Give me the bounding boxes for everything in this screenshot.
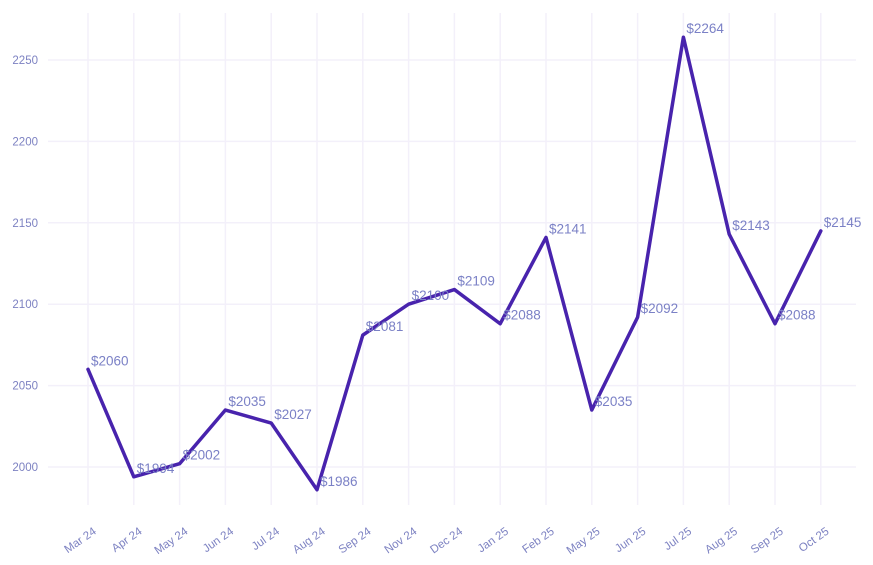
x-tick-label: Jul 24 (250, 525, 283, 553)
x-tick-label: Jun 25 (613, 526, 648, 556)
y-tick-label: 2100 (12, 299, 38, 311)
point-label: $2264 (686, 21, 724, 36)
point-label: $2100 (412, 288, 450, 303)
point-label: $2081 (366, 319, 404, 334)
point-label: $2143 (732, 218, 770, 233)
x-tick-label: Apr 24 (110, 525, 145, 555)
point-label: $2092 (641, 301, 679, 316)
gridlines (48, 13, 856, 505)
x-tick-label: Sep 24 (337, 525, 374, 556)
price-line (86, 35, 823, 492)
point-label: $2035 (228, 394, 266, 409)
point-label: $2088 (503, 308, 541, 323)
x-tick-label: Aug 25 (703, 526, 740, 557)
series-line (86, 35, 823, 492)
x-tick-label: Jun 24 (201, 525, 237, 555)
x-tick-label: Jan 25 (476, 526, 511, 556)
point-label: $1994 (137, 461, 175, 476)
x-tick-label: May 25 (565, 526, 603, 557)
y-tick-label: 2150 (12, 218, 38, 230)
point-label: $2145 (824, 215, 862, 230)
point-labels: $2060 $1994 $2002 $2035 $2027 $1986 $2081 $2100… (91, 21, 861, 489)
point-label: $2027 (274, 407, 312, 422)
y-tick-label: 2050 (12, 381, 38, 393)
point-label: $2002 (183, 448, 221, 463)
x-tick-label: Dec 24 (428, 525, 465, 556)
point-label: $2109 (457, 274, 495, 289)
x-tick-label: Mar 24 (63, 525, 100, 556)
x-tick-label: Oct 25 (797, 526, 832, 555)
x-tick-label: Feb 25 (521, 526, 557, 556)
x-axis-labels: Mar 24 Apr 24 May 24 Jun 24 Jul 24 Aug 24 Sep … (63, 525, 832, 557)
point-label: $2141 (549, 221, 587, 236)
x-tick-label: May 24 (153, 525, 191, 557)
y-tick-label: 2200 (12, 136, 38, 148)
x-tick-label: Aug 24 (291, 525, 328, 556)
point-label: $1986 (320, 474, 358, 489)
y-tick-label: 2000 (12, 462, 38, 474)
y-axis-labels: 2000 2050 2100 2150 2200 2250 (12, 55, 38, 474)
x-tick-label: Jul 25 (662, 526, 694, 553)
y-tick-label: 2250 (12, 55, 38, 67)
x-tick-label: Sep 25 (749, 526, 786, 557)
point-label: $2035 (595, 394, 633, 409)
point-label: $2088 (778, 308, 816, 323)
x-tick-label: Nov 24 (383, 525, 420, 556)
point-label: $2060 (91, 353, 129, 368)
